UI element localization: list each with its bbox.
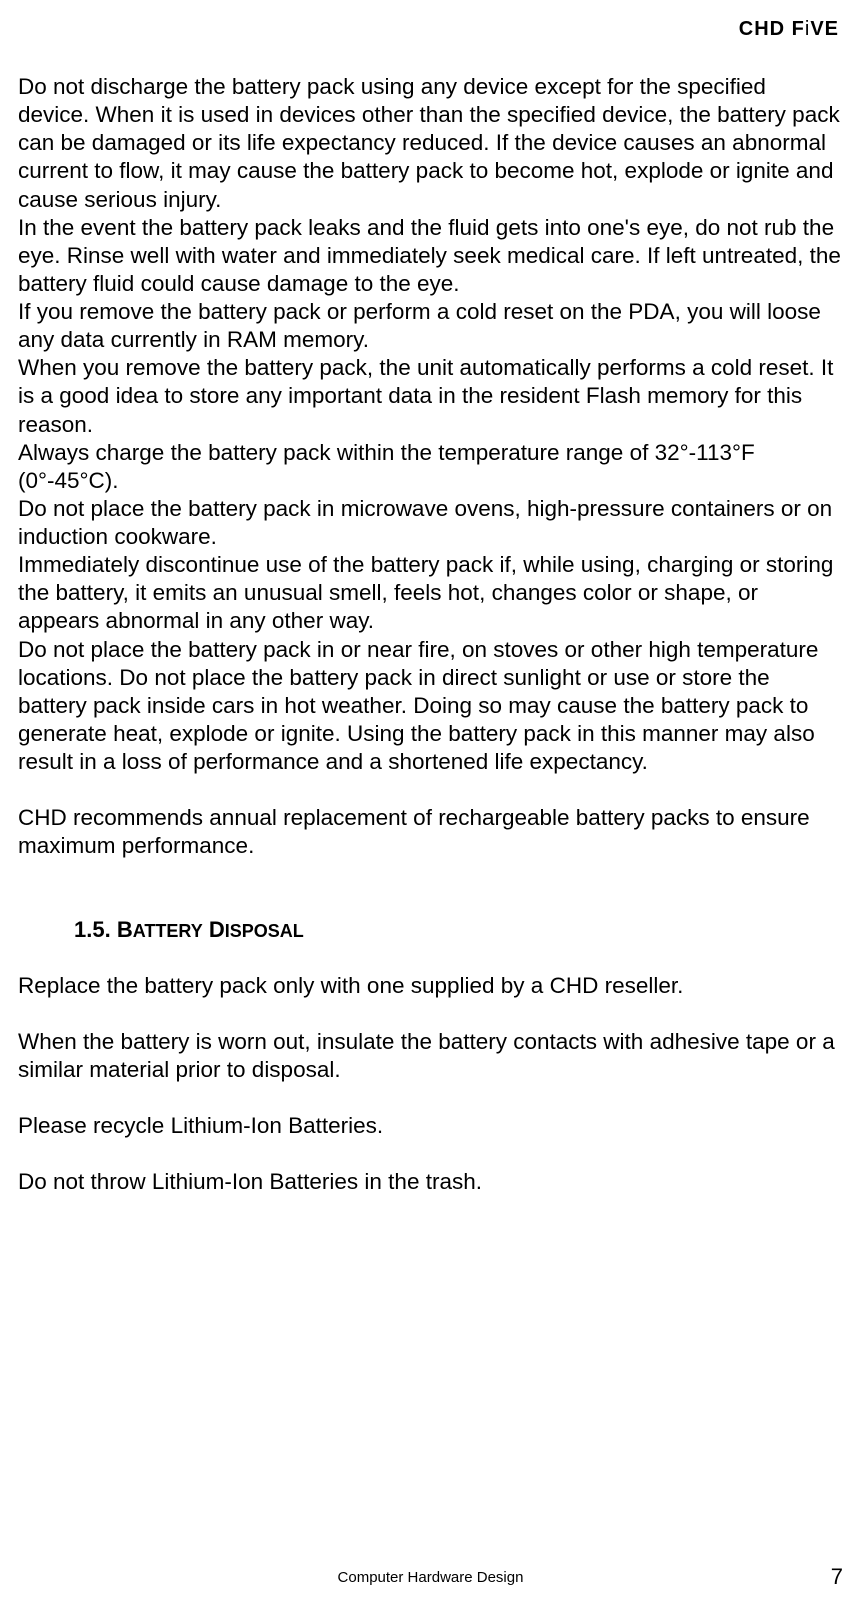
section-title-isposal: ISPOSAL — [225, 921, 304, 941]
paragraph-6: Do not place the battery pack in microwa… — [18, 495, 843, 551]
paragraph-8: Do not place the battery pack in or near… — [18, 636, 843, 777]
section-title-attery: ATTERY — [133, 921, 203, 941]
section-heading: 1.5. BATTERY DISPOSAL — [18, 916, 843, 944]
brand-suffix: VE — [810, 18, 839, 40]
disposal-p4: Do not throw Lithium-Ion Batteries in th… — [18, 1168, 843, 1196]
paragraph-9: CHD recommends annual replacement of rec… — [18, 804, 843, 860]
paragraph-5: Always charge the battery pack within th… — [18, 439, 843, 495]
disposal-p1: Replace the battery pack only with one s… — [18, 972, 843, 1000]
page-header: CHD FiVE — [18, 0, 843, 41]
page-content: Do not discharge the battery pack using … — [18, 41, 843, 1197]
section-number: 1.5. — [74, 917, 117, 942]
section-title-d: D — [209, 917, 225, 942]
footer-center: Computer Hardware Design — [0, 1569, 861, 1586]
brand-prefix: CHD F — [739, 18, 805, 40]
section-title-b: B — [117, 917, 133, 942]
paragraph-4: When you remove the battery pack, the un… — [18, 354, 843, 438]
paragraph-7: Immediately discontinue use of the batte… — [18, 551, 843, 635]
paragraph-1: Do not discharge the battery pack using … — [18, 73, 843, 214]
paragraph-2: In the event the battery pack leaks and … — [18, 214, 843, 298]
disposal-p3: Please recycle Lithium-Ion Batteries. — [18, 1112, 843, 1140]
page-number: 7 — [831, 1564, 843, 1590]
paragraph-3: If you remove the battery pack or perfor… — [18, 298, 843, 354]
disposal-p2: When the battery is worn out, insulate t… — [18, 1028, 843, 1084]
